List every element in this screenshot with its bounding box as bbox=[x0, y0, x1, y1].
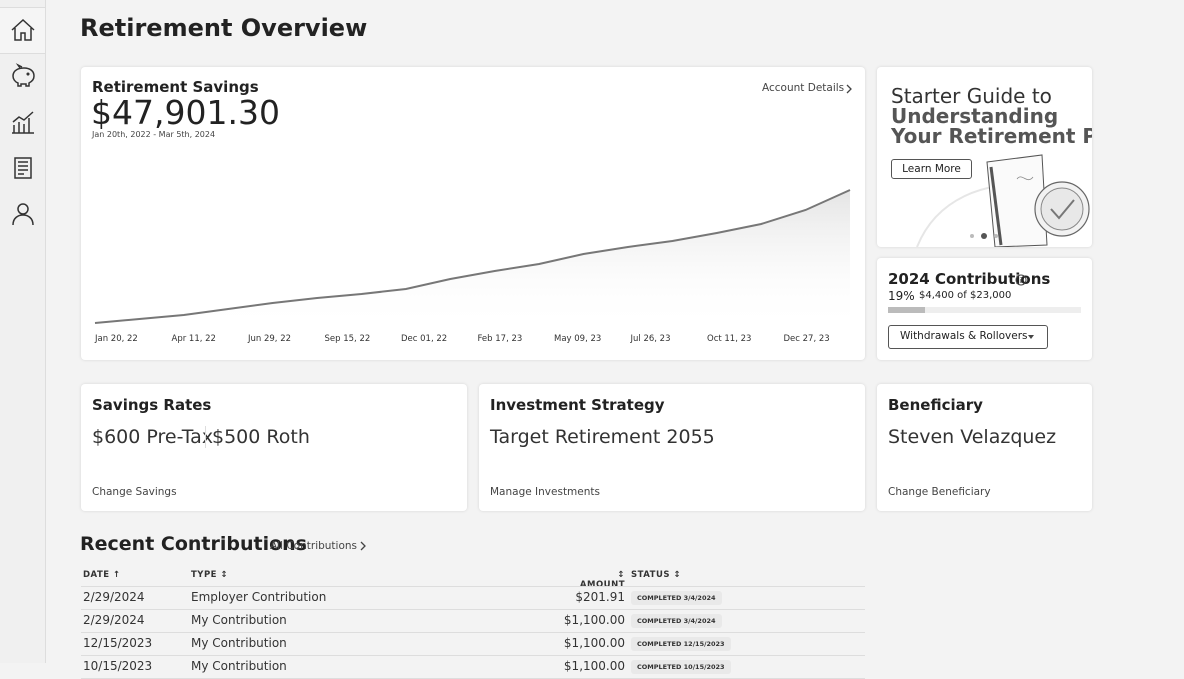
x-tick-label: Dec 27, 23 bbox=[784, 334, 830, 344]
page: Retirement Overview Retirement Savings $… bbox=[0, 0, 1092, 679]
cell-type: My Contribution bbox=[191, 659, 287, 673]
savings-rates-card: Savings Rates $600 Pre-Tax $500 Roth Cha… bbox=[81, 384, 467, 511]
x-tick-label: Feb 17, 23 bbox=[478, 334, 523, 344]
separator bbox=[81, 586, 865, 587]
cell-type: My Contribution bbox=[191, 636, 287, 650]
status-badge: COMPLETED 3/4/2024 bbox=[631, 591, 722, 605]
header-text: TYPE bbox=[191, 570, 217, 580]
pretax-rate: $600 Pre-Tax bbox=[92, 426, 214, 448]
chevron bbox=[846, 84, 852, 94]
cell-date: 2/29/2024 bbox=[83, 590, 145, 604]
beneficiary-name: Steven Velazquez bbox=[888, 426, 1057, 448]
button-text: Withdrawals & Rollovers bbox=[900, 330, 1028, 342]
column-header[interactable]: STATUS ↕ bbox=[631, 570, 682, 580]
recent-title: Recent Contributions bbox=[80, 533, 307, 555]
card-title: Beneficiary bbox=[888, 396, 983, 414]
cell-date: 10/15/2023 bbox=[83, 659, 153, 673]
progress-text: $4,400 of $23,000 bbox=[919, 290, 1012, 301]
caret bbox=[1028, 335, 1034, 339]
cell-date: 12/15/2023 bbox=[83, 636, 153, 650]
progress-track bbox=[888, 307, 1081, 313]
divider bbox=[205, 426, 206, 448]
contributions-card: 2024 Contributions 19% $4,400 of $23,000… bbox=[877, 258, 1092, 360]
cell-amount: $201.91 bbox=[575, 590, 625, 604]
chevron bbox=[360, 541, 366, 551]
percent-label: 19% bbox=[888, 289, 915, 303]
cell-amount: $1,100.00 bbox=[563, 636, 625, 650]
card-link[interactable]: Manage Investments bbox=[490, 486, 600, 498]
card-link[interactable]: Change Savings bbox=[92, 486, 177, 498]
strategy: Target Retirement 2055 bbox=[490, 426, 715, 448]
performance-icon[interactable] bbox=[10, 109, 36, 135]
status-badge: COMPLETED 12/15/2023 bbox=[631, 637, 731, 651]
progress-bar bbox=[888, 307, 925, 313]
guide-illustration bbox=[916, 154, 1090, 247]
date-range: Jan 20th, 2022 - Mar 5th, 2024 bbox=[92, 130, 216, 139]
roth-rate: $500 Roth bbox=[212, 426, 310, 448]
x-tick-label: Jun 29, 22 bbox=[247, 334, 291, 344]
account-details-link[interactable]: Account Details bbox=[762, 82, 845, 94]
contributions-title: 2024 Contributions bbox=[888, 270, 1051, 288]
balance: $47,901.30 bbox=[91, 93, 280, 132]
x-tick-label: Apr 11, 22 bbox=[172, 334, 216, 344]
card-title: Savings Rates bbox=[92, 396, 212, 414]
cell-date: 2/29/2024 bbox=[83, 613, 145, 627]
separator bbox=[81, 655, 865, 656]
status-badge: COMPLETED 10/15/2023 bbox=[631, 660, 731, 674]
savings-icon[interactable] bbox=[10, 63, 36, 89]
learn-more-button[interactable]: Learn More bbox=[891, 159, 972, 179]
withdrawals-button[interactable]: Withdrawals & Rollovers bbox=[888, 325, 1048, 349]
separator bbox=[81, 609, 865, 610]
header-text: AMOUNT bbox=[579, 580, 625, 590]
column-header[interactable]: DATE ↑ bbox=[83, 570, 121, 580]
all-contributions-link[interactable]: All Contributions bbox=[270, 540, 358, 552]
x-tick-label: Jan 20, 22 bbox=[94, 334, 138, 344]
x-tick-label: Oct 11, 23 bbox=[707, 334, 751, 344]
home-icon[interactable] bbox=[10, 17, 36, 43]
profile-icon[interactable] bbox=[10, 201, 36, 227]
cell-type: Employer Contribution bbox=[191, 590, 327, 604]
page-title: Retirement Overview bbox=[80, 14, 368, 42]
guide-card: Starter Guide to Understanding Your Reti… bbox=[877, 67, 1092, 247]
card-link[interactable]: Change Beneficiary bbox=[888, 486, 991, 498]
status-badge: COMPLETED 3/4/2024 bbox=[631, 614, 722, 628]
card-title: Investment Strategy bbox=[490, 396, 665, 414]
cell-type: My Contribution bbox=[191, 613, 287, 627]
card-title: Retirement Savings bbox=[92, 78, 259, 96]
investment-card: Investment Strategy Target Retirement 20… bbox=[479, 384, 865, 511]
header-text: STATUS bbox=[631, 570, 671, 580]
area bbox=[95, 190, 850, 330]
x-tick-label: Dec 01, 22 bbox=[401, 334, 447, 344]
header-text: DATE bbox=[83, 570, 110, 580]
column-header[interactable]: TYPE ↕ bbox=[191, 570, 229, 580]
x-tick-label: Sep 15, 22 bbox=[325, 334, 371, 344]
savings-chart: Jan 20, 22 Apr 11, 22 Jun 29, 22 Sep 15, 22… bbox=[94, 189, 851, 344]
cell-amount: $1,100.00 bbox=[563, 613, 625, 627]
x-tick-label: May 09, 23 bbox=[554, 334, 601, 344]
cell-amount: $1,100.00 bbox=[563, 659, 625, 673]
separator bbox=[81, 632, 865, 633]
guide-line: Starter Guide to bbox=[891, 84, 1052, 108]
savings-card: Retirement Savings $47,901.30 Jan 20th, … bbox=[81, 67, 865, 360]
savings-line bbox=[94, 189, 851, 324]
guide-line: Understanding bbox=[891, 104, 1059, 128]
info-icon[interactable] bbox=[1015, 274, 1027, 286]
guide-line: Your Retirement Plan bbox=[891, 124, 1092, 148]
documents-icon[interactable] bbox=[10, 155, 36, 181]
column-header[interactable]: ↕ AMOUNT bbox=[579, 570, 625, 590]
nav-active bbox=[0, 7, 45, 54]
beneficiary-card: Beneficiary Steven Velazquez Change Bene… bbox=[877, 384, 1092, 511]
sidebar bbox=[0, 0, 46, 663]
x-tick-label: Jul 26, 23 bbox=[630, 334, 671, 344]
